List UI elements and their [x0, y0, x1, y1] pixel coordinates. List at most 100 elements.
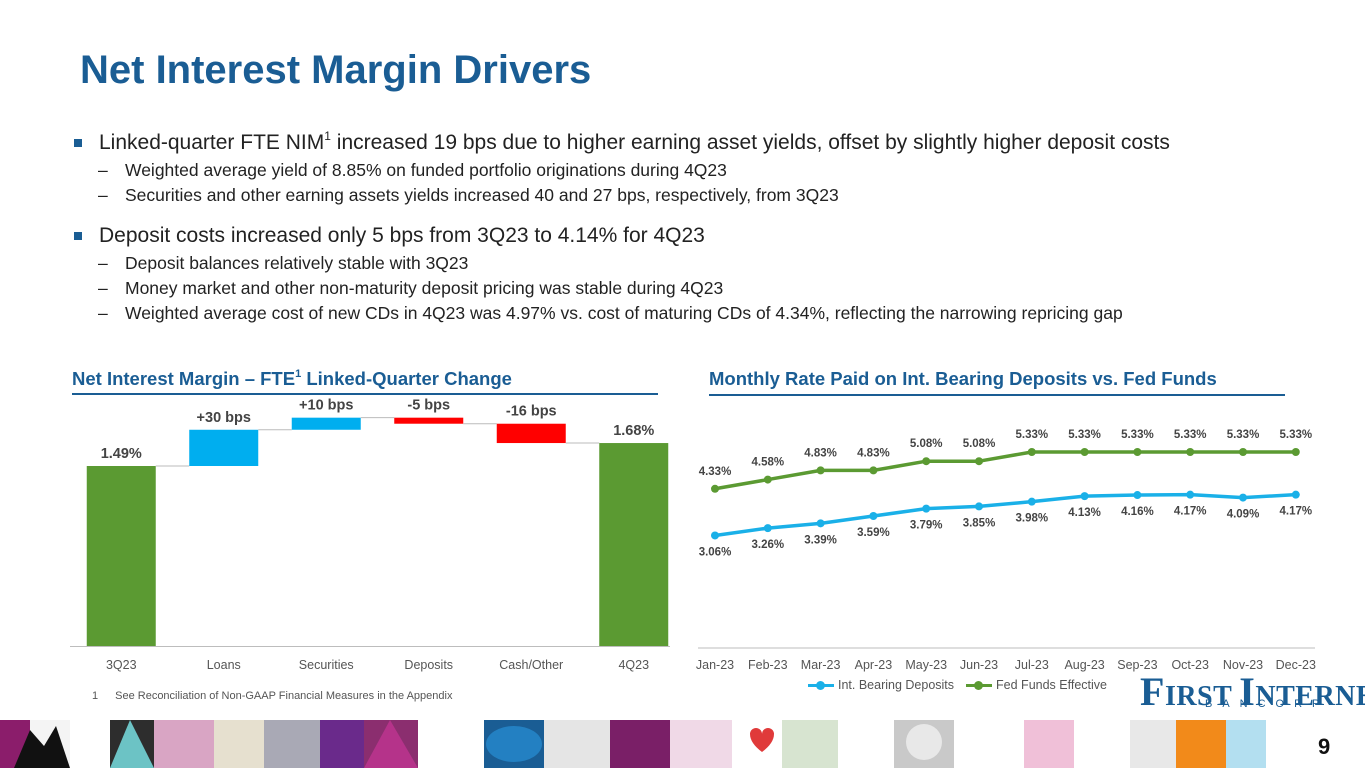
- x-tick-label: Cash/Other: [499, 658, 563, 672]
- series-line-deposits: [714, 492, 1296, 538]
- data-label: 5.08%: [963, 438, 996, 450]
- data-label: 4.17%: [1279, 506, 1312, 518]
- bullet-nim: Linked-quarter FTE NIM1 increased 19 bps…: [72, 128, 1342, 158]
- data-point: [816, 466, 825, 475]
- data-point: [1027, 497, 1036, 506]
- data-label: 3.85%: [963, 517, 996, 529]
- bar-change-deposits: [394, 417, 464, 424]
- x-tick-label: Jun-23: [960, 658, 998, 672]
- data-label: 4.33%: [699, 466, 732, 478]
- data-point: [1027, 448, 1036, 456]
- data-label: 4.58%: [751, 457, 784, 469]
- sub-bullet-text: Securities and other earning assets yiel…: [125, 185, 839, 205]
- data-label: 3.98%: [1015, 513, 1048, 525]
- data-point: [1239, 493, 1247, 502]
- bar-change-cashother: [496, 423, 566, 444]
- bullet-text: Linked-quarter FTE NIM: [99, 131, 325, 154]
- data-label: 1.49%: [101, 446, 142, 462]
- data-label: 3.26%: [751, 539, 784, 551]
- data-label: 4.13%: [1068, 507, 1101, 519]
- legend-label: Int. Bearing Deposits: [838, 678, 955, 692]
- data-label: 1.68%: [613, 423, 654, 439]
- chart-legend: Int. Bearing Deposits Fed Funds Effectiv…: [808, 678, 1119, 692]
- data-label: 5.33%: [1015, 429, 1048, 441]
- x-tick-label: Oct-23: [1171, 658, 1209, 672]
- data-point: [1080, 448, 1089, 456]
- legend-label: Fed Funds Effective: [996, 678, 1107, 692]
- dash: –: [98, 278, 108, 298]
- bullet-text: increased 19 bps due to higher earning a…: [330, 131, 1170, 154]
- data-point: [1133, 491, 1142, 500]
- x-tick-label: Securities: [299, 658, 354, 672]
- data-label: 5.33%: [1068, 429, 1101, 441]
- sub-bullet: – Weighted average cost of new CDs in 4Q2…: [72, 301, 1342, 326]
- data-label: 4.83%: [857, 447, 890, 459]
- legend-swatch: [966, 680, 993, 690]
- bullet-square-icon: [74, 139, 82, 147]
- data-label: 5.33%: [1279, 429, 1312, 441]
- decorative-banner: [0, 720, 1365, 768]
- bullet-text: Deposit costs increased only 5 bps from …: [99, 224, 705, 247]
- data-label: +30 bps: [197, 410, 251, 426]
- bar-change-securities: [291, 417, 361, 430]
- data-point: [975, 457, 983, 466]
- line-chart: Jan-23 Feb-23 Mar-23 Apr-23 May-23 Jun-23 Jul-…: [696, 429, 1316, 672]
- superscript: 1: [324, 129, 331, 143]
- x-tick-label: 4Q23: [618, 658, 649, 672]
- legend-swatch: [808, 680, 834, 690]
- x-tick-label: Jan-23: [696, 658, 734, 672]
- data-label: 3.79%: [910, 520, 943, 532]
- data-point: [1080, 492, 1089, 501]
- data-label: -5 bps: [407, 398, 450, 414]
- data-point: [869, 511, 878, 520]
- page-title: Net Interest Margin Drivers: [80, 48, 592, 92]
- data-point: [1239, 448, 1247, 456]
- sub-bullet-text: Weighted average cost of new CDs in 4Q23…: [125, 303, 1123, 323]
- x-tick-label: Mar-23: [801, 658, 841, 672]
- waterfall-chart: 1.49% 3Q23 +30 bps Loans +10 bps Securities -5…: [70, 398, 670, 672]
- dash: –: [98, 253, 108, 273]
- x-tick-label: Jul-23: [1015, 658, 1049, 672]
- data-point: [869, 466, 878, 475]
- data-point: [1291, 490, 1300, 499]
- footnote-text: See Reconciliation of Non-GAAP Financial…: [115, 690, 453, 702]
- legend-item-fed-funds: Fed Funds Effective: [966, 678, 1107, 692]
- sub-bullet: – Deposit balances relatively stable with…: [72, 251, 1342, 276]
- data-label: 5.08%: [910, 438, 943, 450]
- legend-item-deposits: Int. Bearing Deposits: [808, 678, 954, 692]
- data-label: 4.09%: [1227, 509, 1260, 521]
- data-point: [816, 519, 825, 528]
- data-point: [1186, 490, 1195, 499]
- company-logo: FIRST INTERNET BANCORP: [1140, 669, 1365, 714]
- data-label: 4.16%: [1121, 506, 1154, 518]
- data-label: 5.33%: [1121, 429, 1154, 441]
- x-tick-label: Sep-23: [1117, 658, 1157, 672]
- sub-bullet: – Money market and other non-maturity dep…: [72, 276, 1342, 301]
- data-label: 3.59%: [857, 527, 890, 539]
- data-point: [922, 457, 931, 466]
- data-label: 4.17%: [1174, 506, 1207, 518]
- data-point: [975, 502, 983, 511]
- waterfall-chart-title: Net Interest Margin – FTE1 Linked-Quarte…: [72, 368, 512, 389]
- bullet-square-icon: [74, 232, 82, 240]
- sub-bullet: – Securities and other earning assets yie…: [72, 183, 1342, 208]
- data-label: -16 bps: [506, 404, 557, 420]
- bullet-deposits: Deposit costs increased only 5 bps from …: [72, 221, 1342, 251]
- data-label: 5.33%: [1174, 429, 1207, 441]
- line-title-rule: [709, 394, 1285, 396]
- x-tick-label: Deposits: [404, 658, 453, 672]
- line-chart-title: Monthly Rate Paid on Int. Bearing Deposi…: [709, 368, 1217, 389]
- data-label: 5.33%: [1227, 429, 1260, 441]
- dash: –: [98, 160, 108, 180]
- dash: –: [98, 185, 108, 205]
- bar-total-3q23: [86, 466, 156, 646]
- waterfall-title-rule: [72, 393, 658, 395]
- bar-total-4q23: [599, 443, 669, 646]
- sub-bullet-text: Deposit balances relatively stable with …: [125, 253, 469, 273]
- series-line-fed-funds: [714, 450, 1296, 491]
- data-label: 3.06%: [699, 546, 732, 558]
- data-point: [1186, 448, 1195, 456]
- data-point: [1133, 448, 1142, 456]
- footnote-number: 1: [92, 690, 99, 702]
- dash: –: [98, 303, 108, 323]
